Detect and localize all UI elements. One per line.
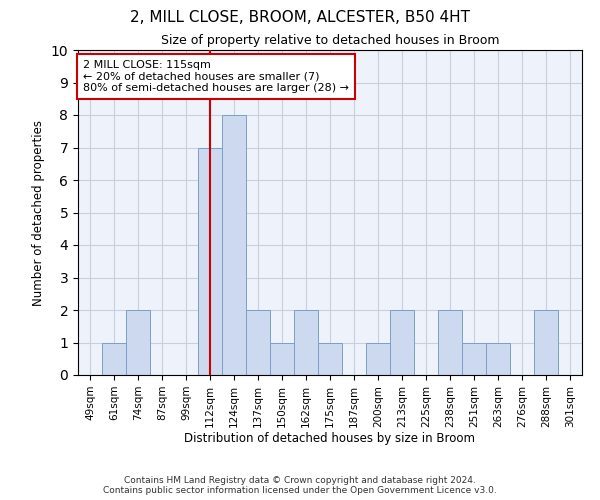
Text: Contains HM Land Registry data © Crown copyright and database right 2024.
Contai: Contains HM Land Registry data © Crown c… [103,476,497,495]
Title: Size of property relative to detached houses in Broom: Size of property relative to detached ho… [161,34,499,48]
Bar [126,310,150,375]
Bar [270,342,294,375]
Bar [486,342,510,375]
Bar [246,310,270,375]
Bar [318,342,342,375]
Text: 2, MILL CLOSE, BROOM, ALCESTER, B50 4HT: 2, MILL CLOSE, BROOM, ALCESTER, B50 4HT [130,10,470,25]
Y-axis label: Number of detached properties: Number of detached properties [32,120,45,306]
Bar [222,115,246,375]
X-axis label: Distribution of detached houses by size in Broom: Distribution of detached houses by size … [185,432,476,446]
Bar [294,310,318,375]
Text: 2 MILL CLOSE: 115sqm
← 20% of detached houses are smaller (7)
80% of semi-detach: 2 MILL CLOSE: 115sqm ← 20% of detached h… [83,60,349,93]
Bar [534,310,558,375]
Bar [366,342,390,375]
Bar [462,342,486,375]
Bar [438,310,462,375]
Bar [198,148,222,375]
Bar [102,342,126,375]
Bar [390,310,414,375]
